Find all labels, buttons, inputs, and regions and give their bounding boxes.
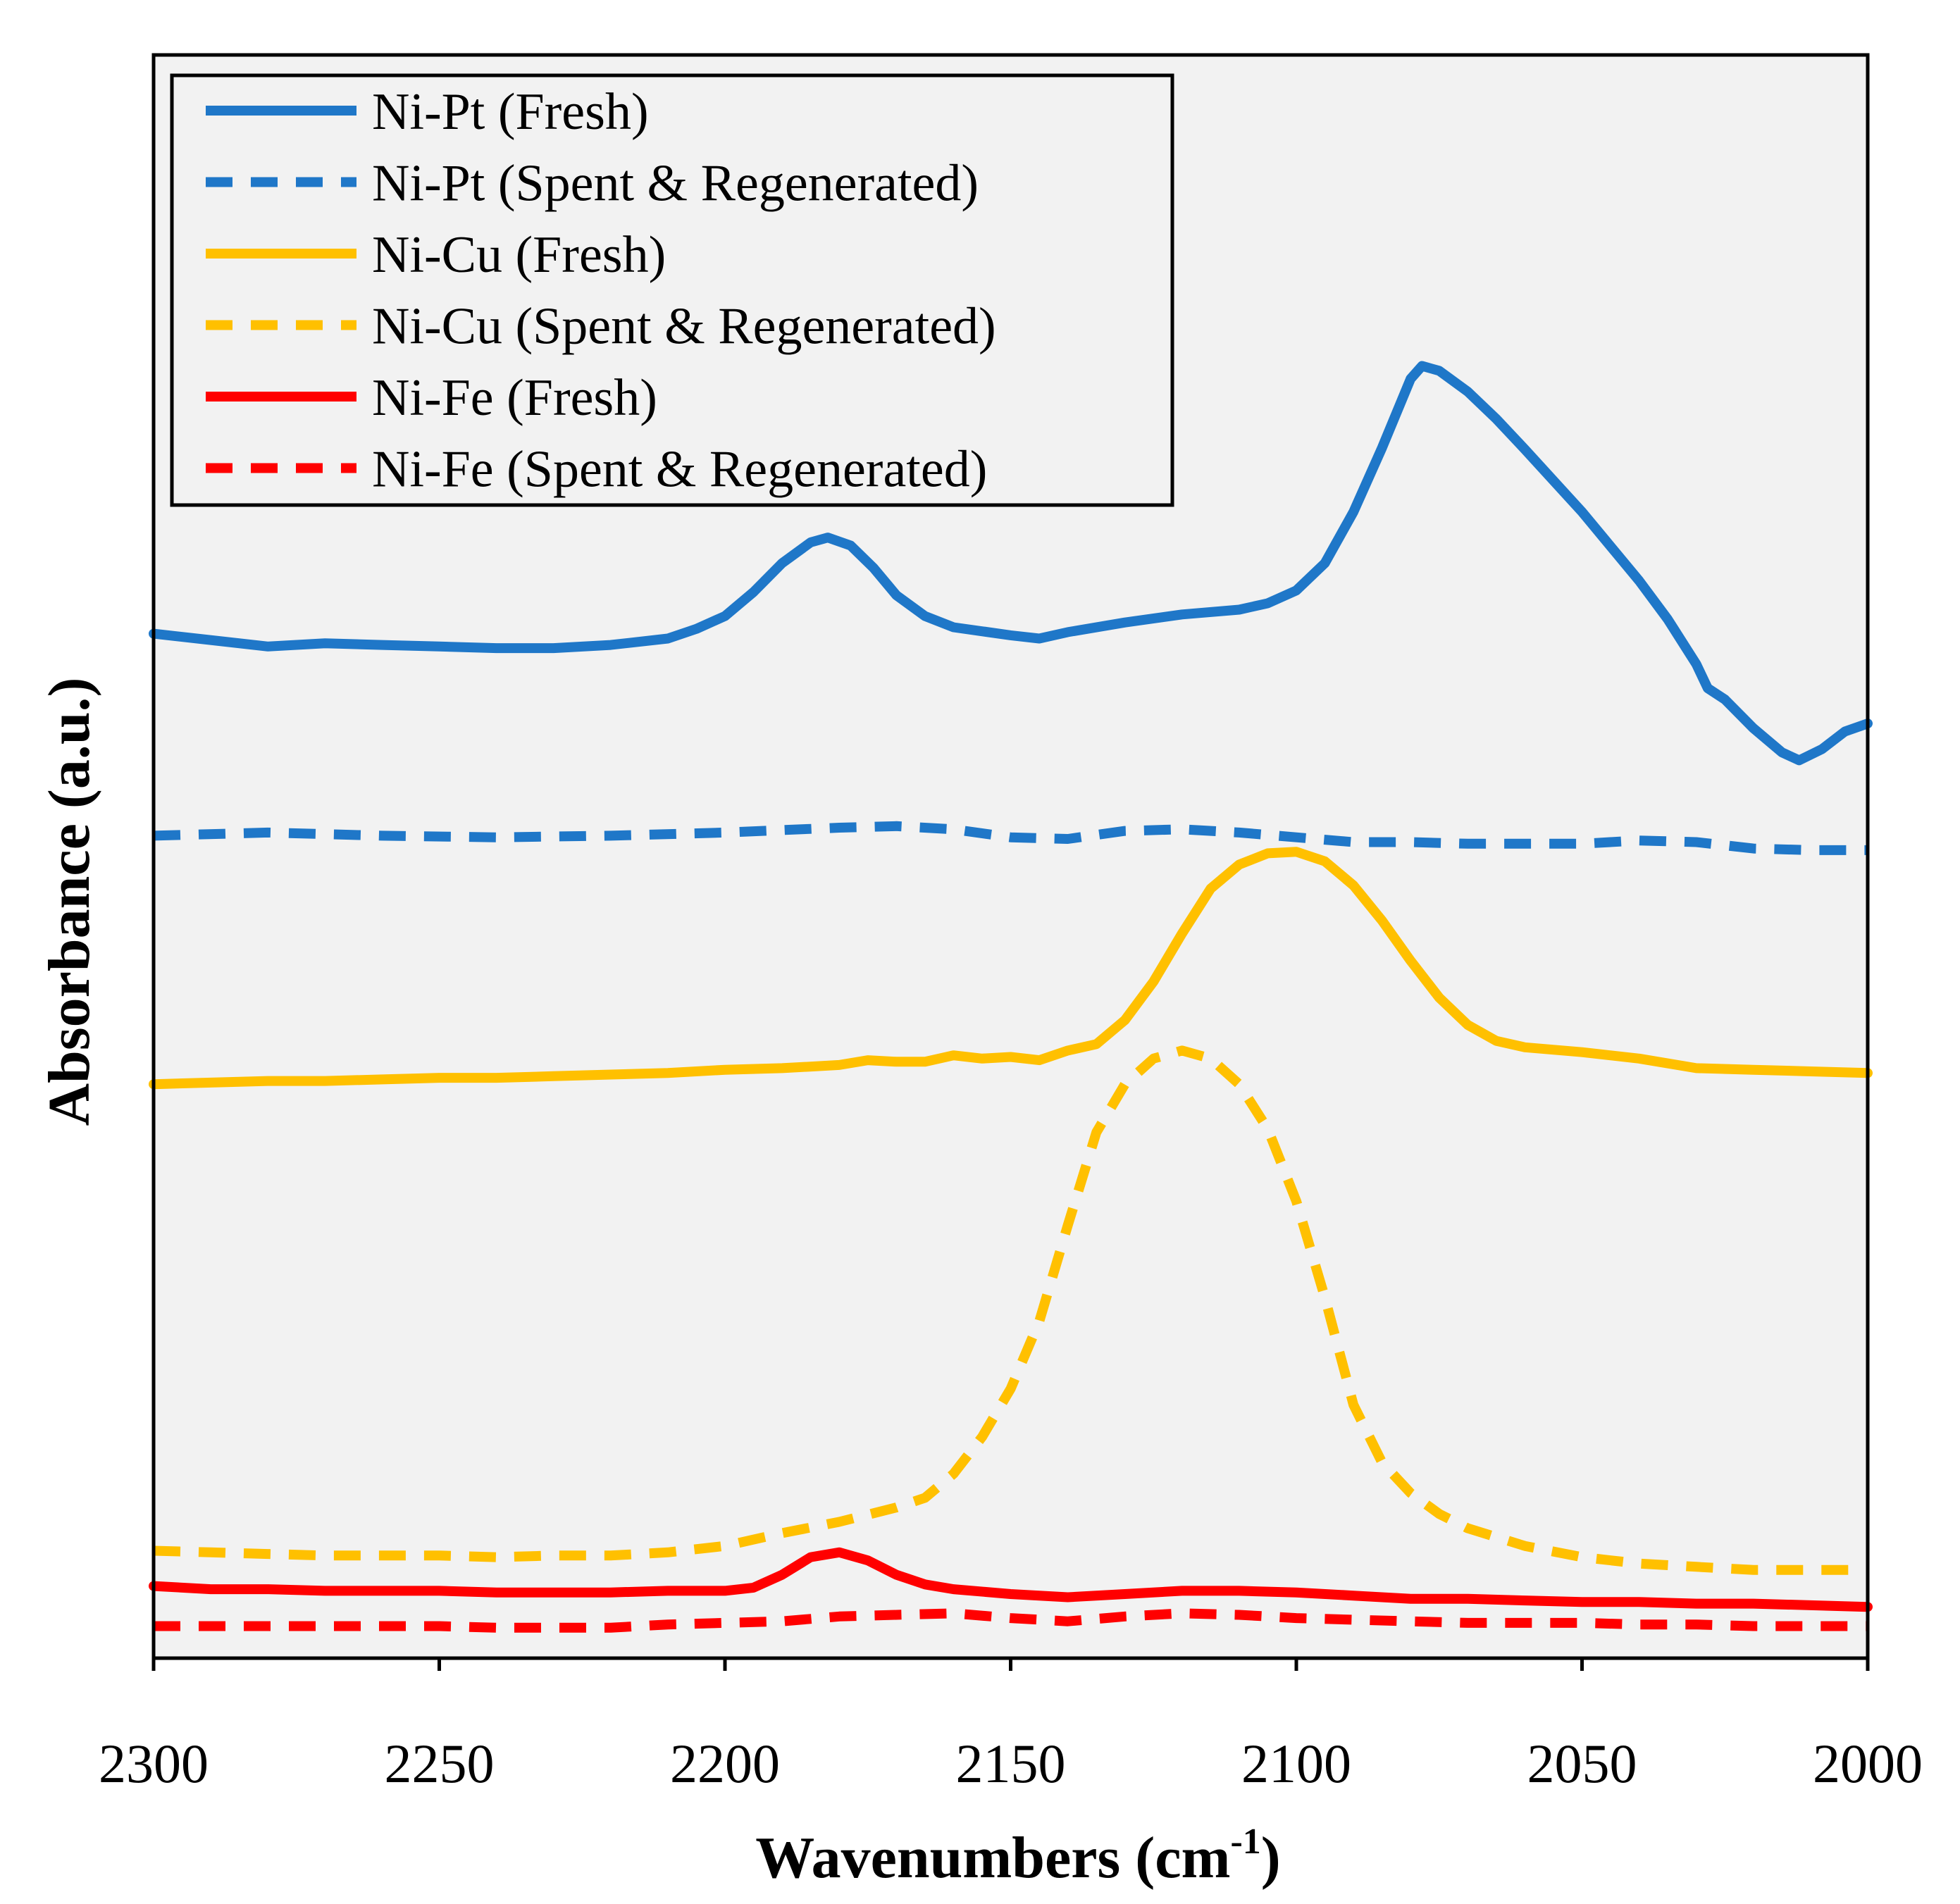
- legend-label-ni-pt-fresh: Ni-Pt (Fresh): [372, 83, 649, 141]
- x-tick-label: 2150: [956, 1733, 1066, 1794]
- series-line-ni-cu-spent-regenerated: [153, 1045, 1868, 1575]
- x-tick-label: 2300: [99, 1733, 209, 1794]
- x-tick-label: 2200: [670, 1733, 780, 1794]
- x-axis-title-main: Wavenumbers (cm: [755, 1825, 1230, 1891]
- legend-label-ni-fe-spent-regenerated: Ni-Fe (Spent & Regenerated): [372, 441, 987, 499]
- legend-label-ni-pt-spent-regenerated: Ni-Pt (Spent & Regenerated): [372, 155, 979, 213]
- series-line-ni-fe-spent-regenerated: [154, 1608, 1868, 1633]
- legend-box: [170, 73, 1174, 507]
- series-line-ni-fe-fresh: [149, 1547, 1873, 1612]
- legend: Ni-Pt (Fresh) Ni-Pt (Spent & Regenerated)…: [170, 73, 1174, 507]
- legend-label-ni-fe-fresh: Ni-Fe (Fresh): [372, 369, 657, 427]
- series-line-ni-pt-fresh: [149, 361, 1873, 766]
- x-axis-title-suffix: ): [1261, 1825, 1281, 1891]
- series-layer: [149, 361, 1873, 1633]
- legend-label-ni-cu-spent-regenerated: Ni-Cu (Spent & Regenerated): [372, 298, 996, 356]
- legend-label-ni-cu-fresh: Ni-Cu (Fresh): [372, 226, 666, 284]
- y-axis-title: Absorbance (a.u.): [37, 677, 102, 1126]
- x-axis: 2300 2250 2200 2150 2100 2050 2000: [99, 1658, 1923, 1794]
- series-line-ni-pt-spent-regenerated: [153, 821, 1868, 855]
- series-line-ni-cu-fresh: [149, 847, 1873, 1090]
- x-tick-label: 2250: [385, 1733, 495, 1794]
- x-tick-label: 2100: [1241, 1733, 1351, 1794]
- x-tick-label: 2050: [1527, 1733, 1637, 1794]
- x-tick-label: 2000: [1813, 1733, 1923, 1794]
- x-axis-title: Wavenumbers (cm-1): [755, 1822, 1281, 1891]
- x-axis-title-sup: -1: [1230, 1822, 1260, 1862]
